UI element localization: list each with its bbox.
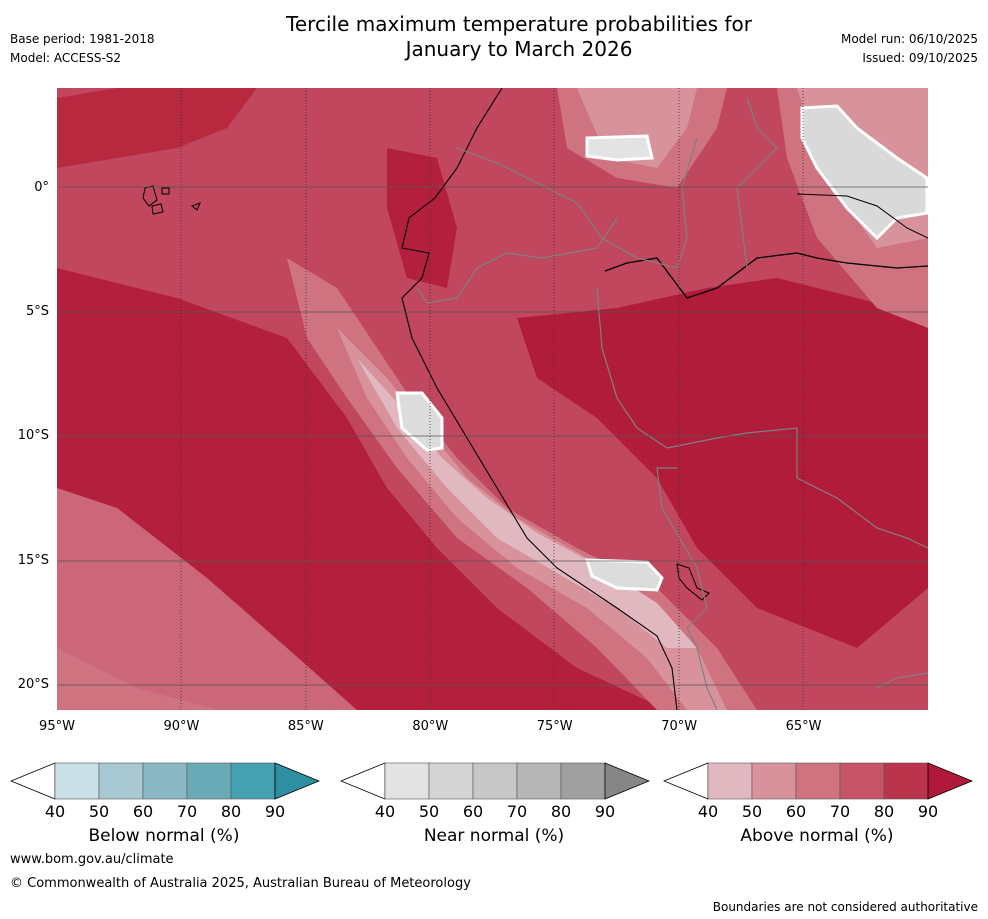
lon-tick-label: 80°W	[412, 719, 449, 734]
colorbar-tick-label: 80	[873, 802, 895, 821]
lat-tick-label: 5°S	[25, 303, 49, 319]
colorbar-tick-label: 80	[550, 802, 572, 821]
colorbar-tick-label: 40	[697, 802, 719, 821]
colorbar-tick-label: 70	[829, 802, 851, 821]
lake-titicaca	[676, 563, 710, 601]
colorbar-1	[340, 762, 650, 800]
colorbar-extend-low	[10, 762, 56, 800]
colorbar-segment	[186, 762, 232, 800]
lon-tick-label: 65°W	[785, 719, 822, 734]
colorbar-segment	[560, 762, 606, 800]
colorbar-tick-label: 40	[44, 802, 66, 821]
issued-date: Issued: 09/10/2025	[862, 51, 978, 65]
colorbar-extend-high	[274, 762, 320, 800]
colorbar-tick-label: 90	[594, 802, 616, 821]
website-url[interactable]: www.bom.gov.au/climate	[10, 852, 174, 867]
colorbar-tick-label: 70	[506, 802, 528, 821]
colorbar-tick-label: 50	[88, 802, 110, 821]
model-name: Model: ACCESS-S2	[10, 51, 122, 65]
region-above-80-ecuador	[387, 148, 457, 288]
colorbar-segment	[516, 762, 562, 800]
colorbar-segment	[839, 762, 885, 800]
latitude-lines	[57, 186, 928, 686]
colorbar-extend-high	[927, 762, 973, 800]
model-run-date: Model run: 06/10/2025	[840, 32, 978, 46]
near-normal-patch-guiana	[800, 104, 928, 241]
north-coast	[796, 193, 928, 239]
colorbar-tick-label: 90	[917, 802, 939, 821]
colorbar-extend-low	[340, 762, 386, 800]
colorbar-segment	[230, 762, 276, 800]
colorbar-tick-label: 70	[176, 802, 198, 821]
colorbar-tick-label: 90	[264, 802, 286, 821]
colorbar-tick-label: 80	[220, 802, 242, 821]
map-title: Tercile maximum temperature probabilitie…	[194, 12, 844, 62]
colorbar-segment	[472, 762, 518, 800]
region-above-80-offshore	[57, 268, 667, 710]
lon-tick-label: 90°W	[163, 719, 200, 734]
region-above-80-nw	[57, 88, 257, 168]
galapagos-islands	[142, 185, 201, 215]
colorbar-extend-high	[604, 762, 650, 800]
colorbar-segment	[98, 762, 144, 800]
colorbar-segment	[751, 762, 797, 800]
colorbar-extend-low	[663, 762, 709, 800]
amazon-river	[604, 252, 928, 299]
lon-tick-label: 75°W	[536, 719, 573, 734]
colorbar-tick-label: 40	[374, 802, 396, 821]
title-line-1: Tercile maximum temperature probabilitie…	[286, 12, 752, 36]
colorbar-segment	[54, 762, 100, 800]
title-line-2: January to March 2026	[405, 37, 633, 61]
lat-tick-label: 15°S	[17, 552, 49, 568]
colorbar-segment	[883, 762, 929, 800]
base-period: Base period: 1981-2018	[10, 32, 155, 46]
coastline	[401, 88, 678, 710]
copyright-notice: © Commonwealth of Australia 2025, Austra…	[10, 876, 471, 891]
colorbar-title: Near normal (%)	[423, 826, 565, 846]
colorbar-tick-label: 60	[132, 802, 154, 821]
colorbar-tick-label: 60	[785, 802, 807, 821]
colorbar-title: Above normal (%)	[740, 826, 894, 846]
colorbar-tick-label: 50	[741, 802, 763, 821]
lon-tick-label: 70°W	[661, 719, 698, 734]
colorbar-tick-label: 50	[418, 802, 440, 821]
lon-tick-label: 85°W	[287, 719, 324, 734]
lat-tick-label: 10°S	[17, 428, 49, 444]
colorbar-tick-label: 60	[462, 802, 484, 821]
colorbar-0	[10, 762, 320, 800]
colorbar-title: Below normal (%)	[88, 826, 240, 846]
region-above-60-far-sw	[57, 648, 217, 710]
colorbar-segment	[428, 762, 474, 800]
colorbar-segment	[795, 762, 841, 800]
probability-map	[57, 88, 928, 710]
region-above-80-amazon	[517, 278, 928, 648]
colorbar-segment	[384, 762, 430, 800]
lat-tick-label: 20°S	[17, 677, 49, 693]
boundary-disclaimer: Boundaries are not considered authoritat…	[712, 900, 978, 914]
colorbar-segment	[142, 762, 188, 800]
country-borders	[416, 97, 928, 710]
near-normal-patch-peru-south	[584, 558, 664, 592]
near-normal-patch-colombia	[585, 134, 654, 162]
lon-tick-label: 95°W	[39, 719, 75, 734]
lat-tick-label: 0°	[34, 179, 49, 195]
colorbar-2	[663, 762, 973, 800]
colorbar-segment	[707, 762, 753, 800]
